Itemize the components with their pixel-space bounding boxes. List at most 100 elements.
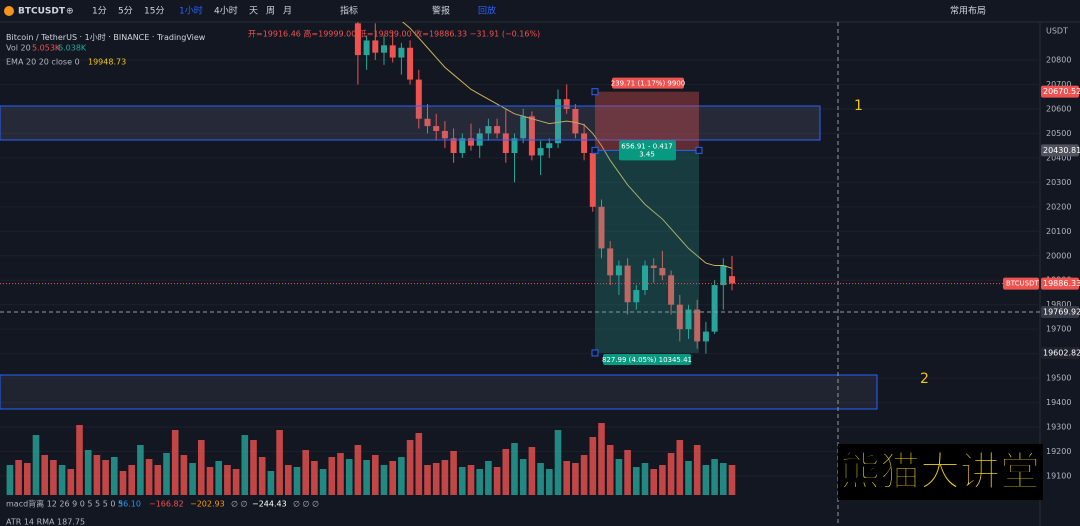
volume-bar bbox=[363, 460, 370, 495]
legend-title: Bitcoin / TetherUS · 1小时 · BINANCE · Tra… bbox=[6, 32, 206, 42]
candle-body bbox=[589, 152, 596, 207]
add-symbol[interactable]: ⊕ bbox=[66, 7, 74, 17]
candle-body bbox=[702, 331, 709, 342]
volume-bar bbox=[546, 469, 553, 495]
volume-bar bbox=[580, 455, 588, 495]
candle-body bbox=[659, 267, 666, 276]
layout[interactable]: 常用布局 bbox=[950, 5, 986, 17]
volume-bar bbox=[128, 465, 135, 495]
y-tick-label: 20600 bbox=[1046, 104, 1071, 113]
replay[interactable]: 回放 bbox=[478, 5, 496, 17]
candle-body bbox=[563, 99, 570, 109]
volume-bar bbox=[493, 467, 501, 495]
position-target bbox=[595, 150, 699, 353]
annotation: 1 bbox=[854, 98, 863, 114]
y-tick-label: 19500 bbox=[1046, 374, 1071, 383]
price-badge bbox=[1041, 85, 1079, 98]
volume-bar bbox=[633, 467, 640, 495]
y-tick-label: 20200 bbox=[1046, 202, 1071, 211]
volume-bar bbox=[67, 469, 75, 495]
candle-body bbox=[720, 265, 727, 286]
volume-bar bbox=[41, 455, 48, 495]
candle-body bbox=[520, 116, 527, 139]
volume-bar bbox=[693, 445, 701, 495]
volume-bar bbox=[267, 471, 275, 495]
volume-bar bbox=[337, 453, 344, 495]
candle-body bbox=[598, 206, 605, 249]
watermark-bg bbox=[838, 444, 1043, 500]
macd-value: −202.93 bbox=[190, 500, 225, 509]
volume-bar bbox=[511, 443, 518, 495]
candle-body bbox=[546, 143, 553, 149]
y-tick-label: 20400 bbox=[1046, 153, 1071, 162]
stop-label: 239.71 (1.17%) 9900 bbox=[611, 80, 685, 88]
interval[interactable]: 1分 bbox=[92, 6, 107, 17]
volume-bar bbox=[302, 450, 309, 495]
legend-part: Bitcoin / TetherUS bbox=[6, 33, 77, 42]
volume-bar bbox=[606, 445, 614, 495]
symbol[interactable]: BTCUSDT bbox=[18, 7, 66, 17]
interval[interactable]: 15分 bbox=[144, 6, 164, 17]
candle-body bbox=[711, 285, 718, 332]
candle-body bbox=[424, 118, 431, 127]
toolbar bbox=[0, 0, 1080, 22]
handle[interactable] bbox=[695, 146, 703, 154]
price-badge bbox=[1041, 346, 1079, 359]
candle-body bbox=[441, 130, 448, 139]
volume-bar bbox=[728, 465, 736, 495]
y-tick-label: 20100 bbox=[1046, 227, 1071, 236]
volume-bar bbox=[572, 463, 579, 495]
y-tick-label: 19700 bbox=[1046, 325, 1071, 334]
candle-body bbox=[407, 47, 414, 80]
handle[interactable] bbox=[591, 146, 599, 154]
y-tick-label: 20800 bbox=[1046, 56, 1071, 65]
indicators[interactable]: 指标 bbox=[340, 5, 358, 17]
interval[interactable]: 1小时 bbox=[179, 5, 203, 17]
interval[interactable]: 月 bbox=[283, 6, 292, 17]
y-tick-label: 19800 bbox=[1046, 300, 1071, 309]
price-badge bbox=[1041, 306, 1079, 319]
ema-line bbox=[401, 22, 733, 269]
interval[interactable]: 4小时 bbox=[214, 5, 238, 17]
volume-bar bbox=[76, 425, 83, 495]
interval[interactable]: 天 bbox=[249, 7, 258, 17]
macd-value: 36.10 bbox=[118, 500, 141, 509]
volume-bar bbox=[641, 463, 649, 495]
candle-body bbox=[468, 138, 474, 146]
candle-body bbox=[572, 108, 579, 134]
y-tick-label: 20700 bbox=[1046, 80, 1071, 89]
volume-bar bbox=[624, 450, 631, 495]
candle-body bbox=[607, 248, 614, 276]
candle-body bbox=[363, 40, 370, 56]
volume-bar bbox=[224, 465, 231, 495]
volume-bar bbox=[519, 459, 527, 495]
vol-label: Vol 20 bbox=[6, 44, 31, 53]
candle-body bbox=[381, 45, 387, 53]
volume-bar bbox=[380, 465, 388, 495]
volume-bar bbox=[154, 465, 162, 495]
symbol-badge-label: BTCUSDT bbox=[1006, 280, 1040, 288]
candle-body bbox=[354, 23, 361, 56]
volume-bar bbox=[389, 461, 396, 495]
handle[interactable] bbox=[591, 349, 599, 357]
candle-body bbox=[485, 126, 492, 134]
legend-part: TradingView bbox=[156, 33, 206, 42]
candle-body bbox=[729, 276, 735, 284]
y-tick-label: 19400 bbox=[1046, 398, 1071, 407]
volume-bar bbox=[589, 437, 597, 495]
handle[interactable] bbox=[591, 88, 599, 96]
candle-body bbox=[502, 133, 509, 153]
alert[interactable]: 警报 bbox=[432, 5, 450, 17]
volume-bar bbox=[354, 445, 362, 495]
candle-body bbox=[415, 79, 422, 119]
volume-bar bbox=[145, 459, 153, 495]
zone-box bbox=[0, 105, 821, 141]
volume-bar bbox=[241, 435, 249, 495]
interval[interactable]: 周 bbox=[266, 6, 275, 17]
volume-bar bbox=[319, 469, 327, 495]
volume-bar bbox=[189, 463, 196, 495]
volume-bar bbox=[398, 457, 405, 495]
interval[interactable]: 5分 bbox=[118, 6, 133, 17]
macd-value: ∅ ∅ ∅ bbox=[293, 500, 319, 509]
volume-bar bbox=[163, 453, 170, 495]
